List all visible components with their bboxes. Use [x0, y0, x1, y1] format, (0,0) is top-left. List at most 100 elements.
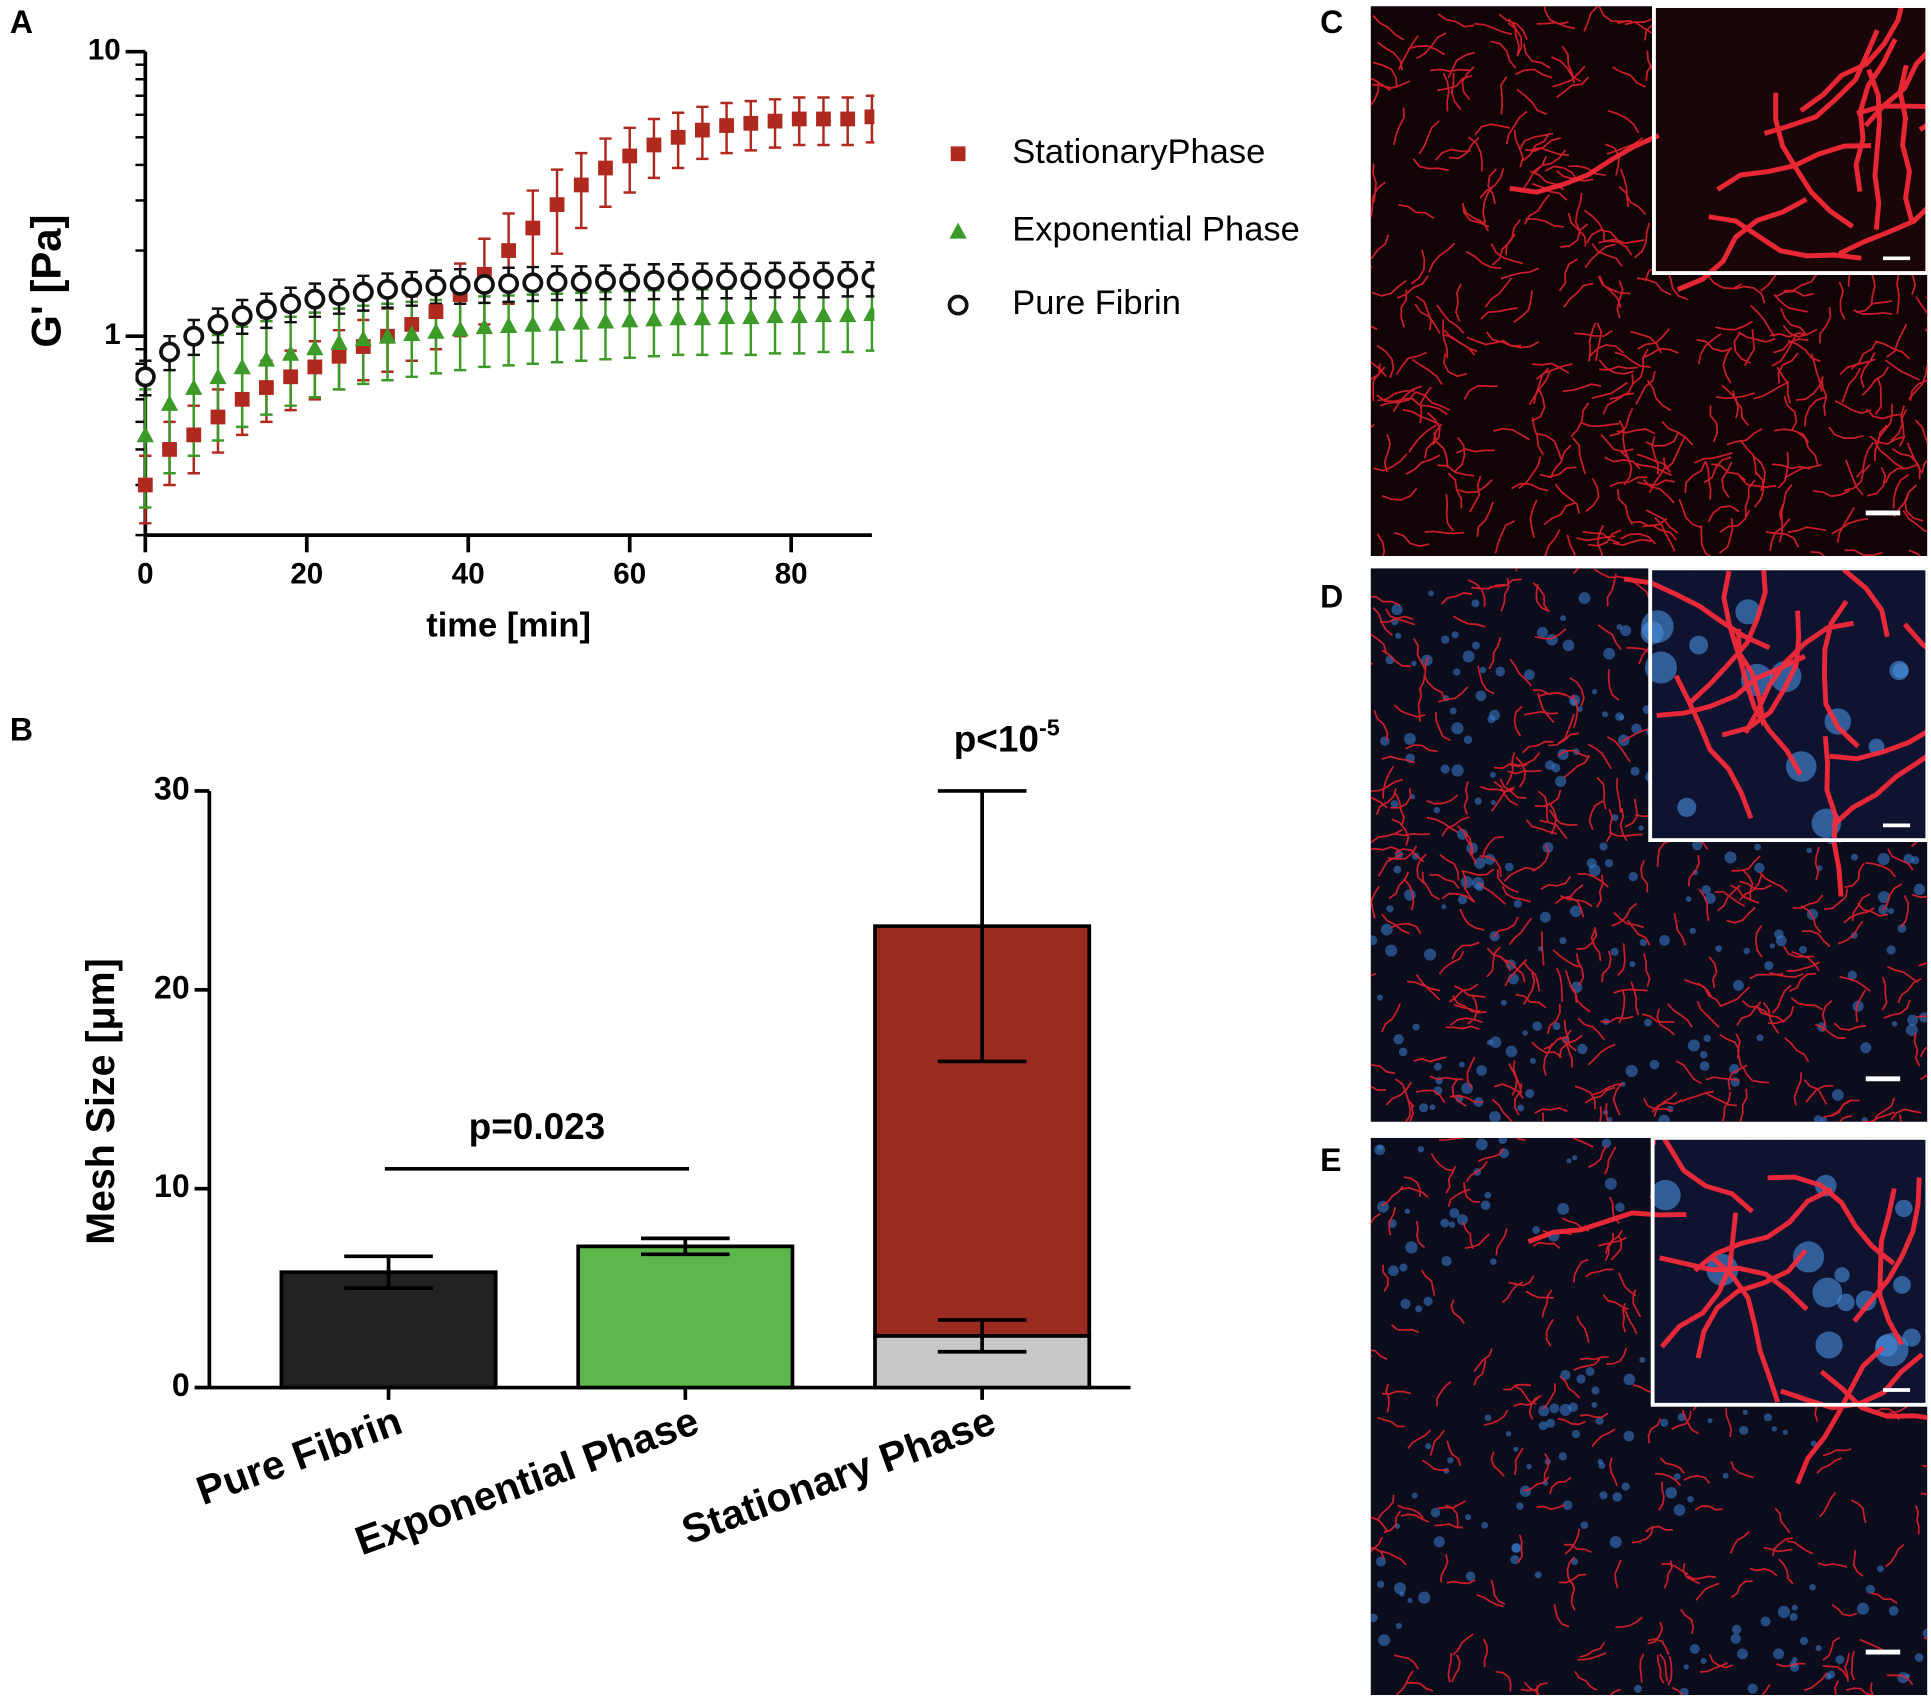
- bacteria: [1621, 1482, 1630, 1491]
- bacteria: [1601, 711, 1609, 718]
- marker: [596, 312, 615, 329]
- marker: [524, 315, 542, 332]
- micrograph: [1370, 1137, 1928, 1696]
- bacteria: [1370, 1613, 1378, 1623]
- marker: [280, 293, 302, 315]
- annotation-text: p<10: [954, 719, 1039, 760]
- bacteria: [1615, 1202, 1625, 1212]
- marker: [861, 267, 875, 289]
- bacteria: [1700, 1658, 1707, 1665]
- bacteria: [1907, 1014, 1919, 1026]
- bacteria: [1737, 1648, 1748, 1660]
- bacteria: [1465, 1514, 1472, 1521]
- marker: [501, 243, 517, 258]
- marker: [816, 111, 831, 127]
- bacteria: [1562, 639, 1575, 652]
- bacteria: [1913, 883, 1926, 896]
- bacteria: [1495, 666, 1506, 677]
- bacteria: [1391, 603, 1403, 616]
- bacteria: [1756, 1034, 1764, 1042]
- bacteria: [1481, 1521, 1489, 1529]
- bacteria: [1769, 943, 1776, 949]
- bacteria: [1463, 735, 1473, 745]
- bacteria: [1480, 1200, 1491, 1211]
- bacteria: [1558, 1452, 1568, 1461]
- bacteria: [1555, 775, 1567, 787]
- marker: [234, 391, 250, 407]
- marker: [717, 308, 736, 325]
- bacteria: [1730, 1633, 1741, 1644]
- bacteria: [1417, 1146, 1425, 1153]
- marker: [622, 148, 638, 164]
- bacteria: [1914, 1653, 1924, 1662]
- bacteria: [1715, 945, 1723, 952]
- bacteria: [1865, 1584, 1875, 1594]
- marker: [719, 118, 734, 133]
- bacteria: [1386, 905, 1394, 913]
- bacteria: [1832, 1089, 1844, 1101]
- bacteria: [1701, 885, 1711, 895]
- panel-label: A: [10, 4, 33, 40]
- bacteria: [1742, 1409, 1748, 1415]
- marker: [207, 313, 229, 335]
- y-tick-label: 1: [104, 318, 120, 351]
- marker: [162, 442, 177, 457]
- bacteria: [1459, 1061, 1465, 1068]
- marker: [160, 394, 179, 411]
- bacteria: [1545, 760, 1555, 770]
- marker: [525, 220, 541, 236]
- bacteria: [1707, 1418, 1713, 1424]
- panel-label: E: [1320, 1142, 1341, 1178]
- bacteria: [1487, 715, 1496, 724]
- bacteria: [1687, 1039, 1700, 1052]
- bacteria: [1877, 1565, 1884, 1573]
- bacteria: [1376, 1580, 1385, 1588]
- marker: [619, 270, 641, 292]
- marker: [643, 270, 665, 291]
- marker: [863, 305, 875, 322]
- marker: [839, 306, 857, 323]
- bacteria: [1569, 905, 1582, 918]
- panel-label: D: [1320, 579, 1343, 615]
- bacteria: [1628, 871, 1638, 882]
- marker: [764, 268, 786, 290]
- inset-bacteria: [1792, 1241, 1825, 1273]
- bacteria: [1378, 1634, 1391, 1647]
- bacteria: [1465, 1571, 1476, 1582]
- error-bar: [640, 1236, 730, 1257]
- bacteria: [1612, 1492, 1623, 1502]
- bacteria: [1525, 1088, 1535, 1098]
- inset-bacteria: [1855, 1290, 1877, 1312]
- bacteria: [1595, 1416, 1604, 1425]
- marker: [282, 344, 300, 361]
- legend-marker: [947, 294, 969, 316]
- bacteria: [1534, 1571, 1542, 1579]
- marker: [667, 270, 689, 291]
- bacteria: [1634, 1684, 1642, 1693]
- inset-bacteria: [1889, 660, 1909, 681]
- annotation: p<10-5: [954, 715, 1060, 760]
- bacteria: [1504, 862, 1514, 872]
- bacteria: [1539, 911, 1551, 923]
- inset-bacteria: [1640, 621, 1664, 645]
- marker: [428, 304, 444, 320]
- bacteria: [1415, 1305, 1423, 1313]
- inset-bacteria: [1837, 1293, 1855, 1312]
- marker: [186, 427, 202, 443]
- bacteria: [1597, 1458, 1604, 1465]
- marker: [814, 306, 833, 323]
- x-tick-label: 40: [452, 557, 485, 590]
- bacteria: [1400, 1298, 1411, 1309]
- bacteria: [1456, 1214, 1468, 1226]
- marker: [791, 111, 807, 127]
- marker: [209, 368, 227, 385]
- marker: [598, 160, 613, 176]
- bacteria: [1395, 632, 1402, 639]
- bacteria: [1877, 891, 1891, 904]
- bacteria: [1433, 1536, 1445, 1548]
- marker: [743, 115, 759, 131]
- micrograph: [1370, 568, 1928, 1122]
- bacteria: [1385, 944, 1398, 957]
- bacteria: [1380, 736, 1390, 746]
- bacteria: [1390, 800, 1399, 809]
